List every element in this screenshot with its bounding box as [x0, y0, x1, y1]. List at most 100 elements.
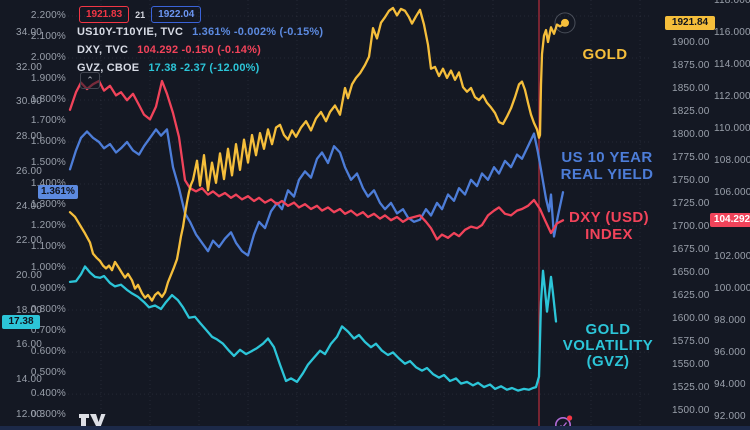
- gold-current-price-label: 1921.84: [665, 15, 715, 30]
- axis-tick-label: 114.000: [714, 58, 750, 70]
- axis-tick-label: 26.00: [15, 165, 42, 177]
- annotation-line: GOLD: [582, 46, 628, 63]
- axis-tick-label: 1750.00: [672, 174, 710, 186]
- right-axis-dxy-scale[interactable]: 118.000 116.000 114.000 112.000 110.000 108.0…: [714, 0, 750, 430]
- axis-tick-label: 28.00: [15, 131, 42, 143]
- axis-tick-label: 20.00: [15, 270, 42, 282]
- axis-tick-label: 1.200%: [30, 220, 66, 232]
- axis-tick-label: 92.000: [714, 411, 746, 423]
- axis-tick-label: 1.900%: [30, 72, 66, 84]
- axis-tick-label: 22.00: [15, 235, 42, 247]
- left-axis-gvz-scale[interactable]: 34.00 32.00 30.00 28.00 26.00 24.00 22.00 20.00…: [2, 0, 42, 430]
- annotation-us10y-real-yield[interactable]: US 10 YEAR REAL YIELD: [556, 149, 658, 183]
- axis-tick-label: 14.00: [15, 374, 42, 386]
- axis-tick-label: 100.000: [714, 283, 750, 294]
- axis-tick-label: 1.700%: [30, 114, 66, 126]
- axis-tick-label: 34.00: [15, 26, 42, 38]
- legend-values: 17.38 -2.37 (-12.00%): [148, 62, 260, 74]
- axis-tick-label: 108.000: [714, 154, 750, 166]
- axis-tick-label: 32.00: [15, 61, 42, 73]
- legend-symbol: DXY, TVC: [77, 44, 129, 56]
- axis-tick-label: 0.400%: [30, 388, 66, 400]
- axis-tick-label: 1900.00: [672, 36, 710, 48]
- gold-series-line[interactable]: [68, 6, 567, 302]
- dxy-series-line[interactable]: [68, 79, 565, 241]
- axis-tick-label: 2.200%: [30, 9, 66, 21]
- us10y-t10yie-series-line[interactable]: [68, 128, 565, 257]
- bid-ask-row: 1921.83 21 1922.04: [79, 6, 202, 23]
- legend-row-us10y[interactable]: US10Y-T10YIE, TVC 1.361% -0.002% (-0.15%): [77, 26, 323, 38]
- axis-tick-label: 24.00: [15, 200, 42, 212]
- axis-tick-label: 116.000: [714, 26, 750, 38]
- axis-tick-label: 1875.00: [672, 59, 710, 71]
- axis-tick-label: 0.900%: [30, 283, 66, 295]
- axis-tick-label: 1650.00: [672, 266, 710, 278]
- legend-symbol: GVZ, CBOE: [77, 62, 140, 74]
- axis-tick-label: 0.300%: [30, 409, 66, 421]
- axis-tick-label: 1.000%: [30, 262, 66, 274]
- axis-tick-label: 1850.00: [672, 82, 710, 94]
- axis-tick-label: 2.000%: [30, 51, 66, 63]
- axis-tick-label: 0.600%: [30, 346, 66, 358]
- axis-tick-label: 1525.00: [672, 381, 710, 393]
- axis-tick-label: 1725.00: [672, 197, 710, 209]
- left-axis-percent-scale[interactable]: 2.200% 2.100% 2.000% 1.900% 1.800% 1.700% 1.60…: [26, 0, 66, 430]
- spread-value: 21: [135, 9, 146, 20]
- axis-tick-label: 30.00: [15, 96, 42, 108]
- annotation-gold[interactable]: GOLD: [559, 46, 651, 63]
- axis-tick-label: 1825.00: [672, 105, 710, 117]
- axis-tick-label: 1.800%: [30, 93, 66, 105]
- last-price-halo: [554, 12, 576, 34]
- axis-tick-label: 1775.00: [672, 151, 710, 163]
- sell-bid-button[interactable]: 1921.83: [79, 6, 130, 23]
- axis-tick-label: 1550.00: [672, 358, 710, 370]
- buy-ask-button[interactable]: 1922.04: [151, 6, 202, 23]
- axis-tick-label: 1.500%: [30, 157, 66, 168]
- annotation-line: INDEX: [585, 226, 633, 243]
- axis-tick-label: 0.700%: [30, 325, 66, 337]
- axis-tick-label: 1.300%: [30, 199, 66, 211]
- right-axis-gold-scale[interactable]: 1900.00 1875.00 1850.00 1825.00 1800.00 1775.…: [672, 0, 722, 430]
- gvz-current-price-label: 17.38: [2, 314, 40, 329]
- annotation-line: VOLATILITY: [562, 337, 654, 354]
- tradingview-logo-icon[interactable]: [78, 412, 106, 429]
- axis-tick-label: 12.00: [15, 408, 42, 420]
- axis-tick-label: 0.500%: [30, 367, 66, 379]
- annotation-line: (GVZ): [586, 353, 630, 370]
- legend-values: 1.361% -0.002% (-0.15%): [192, 26, 324, 38]
- axis-tick-label: 1500.00: [672, 404, 710, 416]
- real-yield-current-price-label: 1.361%: [38, 185, 78, 200]
- axis-tick-label: 110.000: [714, 122, 750, 134]
- axis-tick-label: 1.400%: [30, 178, 66, 190]
- legend-row-gvz[interactable]: GVZ, CBOE 17.38 -2.37 (-12.00%): [77, 62, 260, 74]
- annotation-line: GOLD: [585, 321, 631, 338]
- axis-tick-label: 18.00: [15, 304, 42, 316]
- axis-tick-label: 98.000: [714, 315, 746, 327]
- axis-tick-label: 96.000: [714, 347, 746, 359]
- axis-tick-label: 1.100%: [30, 241, 66, 253]
- annotation-dxy-index[interactable]: DXY (USD) INDEX: [560, 209, 658, 243]
- axis-tick-label: 1.600%: [30, 136, 66, 147]
- legend-symbol: US10Y-T10YIE, TVC: [77, 26, 184, 38]
- axis-tick-label: 1800.00: [672, 128, 710, 140]
- axis-tick-label: 1700.00: [672, 220, 710, 232]
- legend-values: 104.292 -0.150 (-0.14%): [137, 44, 261, 56]
- axis-tick-label: 118.000: [714, 0, 750, 6]
- annotation-line: DXY (USD): [569, 209, 649, 226]
- axis-tick-label: 1575.00: [672, 335, 710, 347]
- axis-tick-label: 102.000: [714, 251, 750, 262]
- annotation-gold-volatility[interactable]: GOLD VOLATILITY (GVZ): [557, 322, 659, 370]
- axis-tick-label: 16.00: [15, 339, 42, 351]
- axis-tick-label: 94.000: [714, 379, 746, 391]
- legend-collapse-button[interactable]: ⌃: [80, 72, 100, 89]
- last-price-dot: [561, 18, 569, 27]
- legend-row-dxy[interactable]: DXY, TVC 104.292 -0.150 (-0.14%): [77, 44, 261, 56]
- annotation-line: REAL YIELD: [560, 166, 654, 183]
- axis-tick-label: 1625.00: [672, 289, 710, 301]
- gvz-series-line[interactable]: [68, 265, 558, 392]
- axis-tick-label: 106.000: [714, 186, 750, 198]
- annotation-line: US 10 YEAR: [561, 149, 653, 166]
- axis-tick-label: 1675.00: [672, 243, 710, 255]
